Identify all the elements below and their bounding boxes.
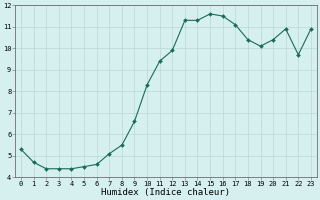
X-axis label: Humidex (Indice chaleur): Humidex (Indice chaleur) xyxy=(101,188,230,197)
